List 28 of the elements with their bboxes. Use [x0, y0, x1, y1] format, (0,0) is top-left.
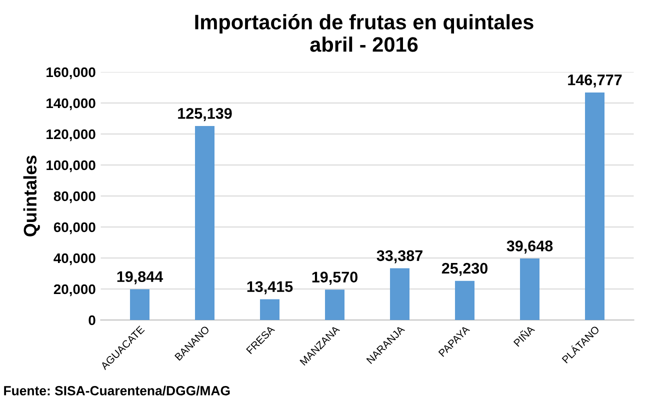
y-tick-label: 160,000: [46, 67, 96, 80]
data-label: 39,648: [506, 240, 553, 254]
data-label: 33,387: [376, 250, 422, 264]
y-tick-label: 20,000: [54, 284, 96, 296]
data-label: 146,777: [568, 74, 622, 88]
bar: [195, 126, 214, 320]
data-label: 125,139: [178, 108, 232, 122]
bar: [260, 299, 280, 320]
y-tick-label: 40,000: [54, 253, 96, 266]
bar: [585, 92, 604, 320]
y-tick-label: 120,000: [46, 129, 96, 142]
chart-title: Importación de frutas en quintales abril - 2016: [195, 14, 534, 52]
source-note: Fuente: SISA-Cuarentena/DGG/MAG: [4, 386, 230, 396]
data-label: 19,570: [312, 272, 358, 285]
y-axis-title: Quintales: [23, 156, 40, 236]
y-tick-label: 60,000: [54, 222, 96, 234]
bar: [130, 289, 150, 320]
data-label: 19,844: [117, 271, 164, 284]
bar: [325, 290, 344, 320]
bar: [520, 258, 540, 320]
data-label: 13,415: [247, 281, 293, 294]
y-tick-label: 100,000: [46, 160, 96, 172]
bar: [455, 280, 474, 320]
y-tick-label: 0: [88, 315, 96, 326]
y-tick-label: 140,000: [46, 98, 96, 110]
y-tick-label: 80,000: [54, 191, 96, 204]
data-label: 25,230: [442, 262, 488, 276]
bar: [390, 268, 410, 320]
